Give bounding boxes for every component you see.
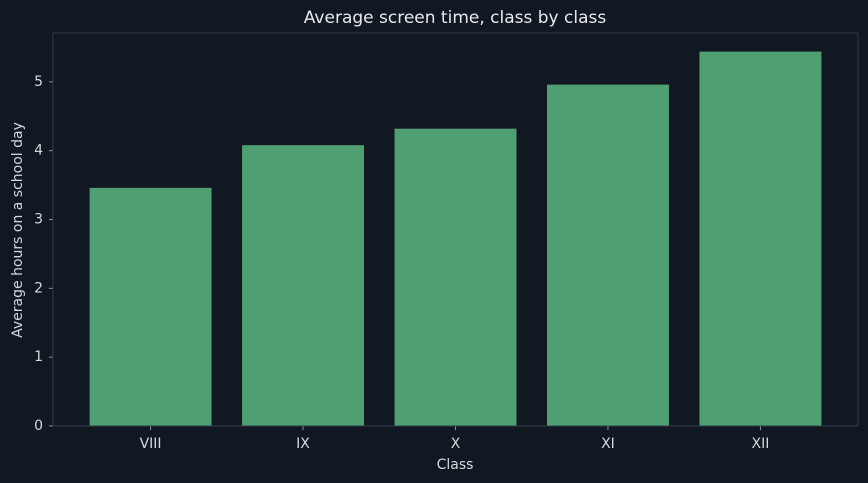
bar xyxy=(242,145,365,427)
x-tick-label: VIII xyxy=(140,436,162,452)
y-tick-label: 0 xyxy=(34,418,43,434)
bar xyxy=(89,187,212,426)
plot-frame xyxy=(52,32,859,427)
x-tick-label: IX xyxy=(296,436,310,452)
y-tick-label: 4 xyxy=(34,143,43,159)
bar xyxy=(394,128,517,426)
bar xyxy=(546,84,669,426)
y-tick-label: 1 xyxy=(34,349,43,365)
y-tick-label: 2 xyxy=(34,280,43,296)
x-tick-label: XI xyxy=(601,436,615,452)
chart-title: Average screen time, class by class xyxy=(304,8,607,28)
y-tick-label: 5 xyxy=(34,74,43,90)
x-axis-label: Class xyxy=(437,457,474,473)
x-tick-label: XII xyxy=(751,436,769,452)
y-tick-label: 3 xyxy=(34,212,43,228)
y-axis-label: Average hours on a school day xyxy=(10,122,26,338)
x-tick-label: X xyxy=(451,436,461,452)
bar xyxy=(699,51,822,426)
